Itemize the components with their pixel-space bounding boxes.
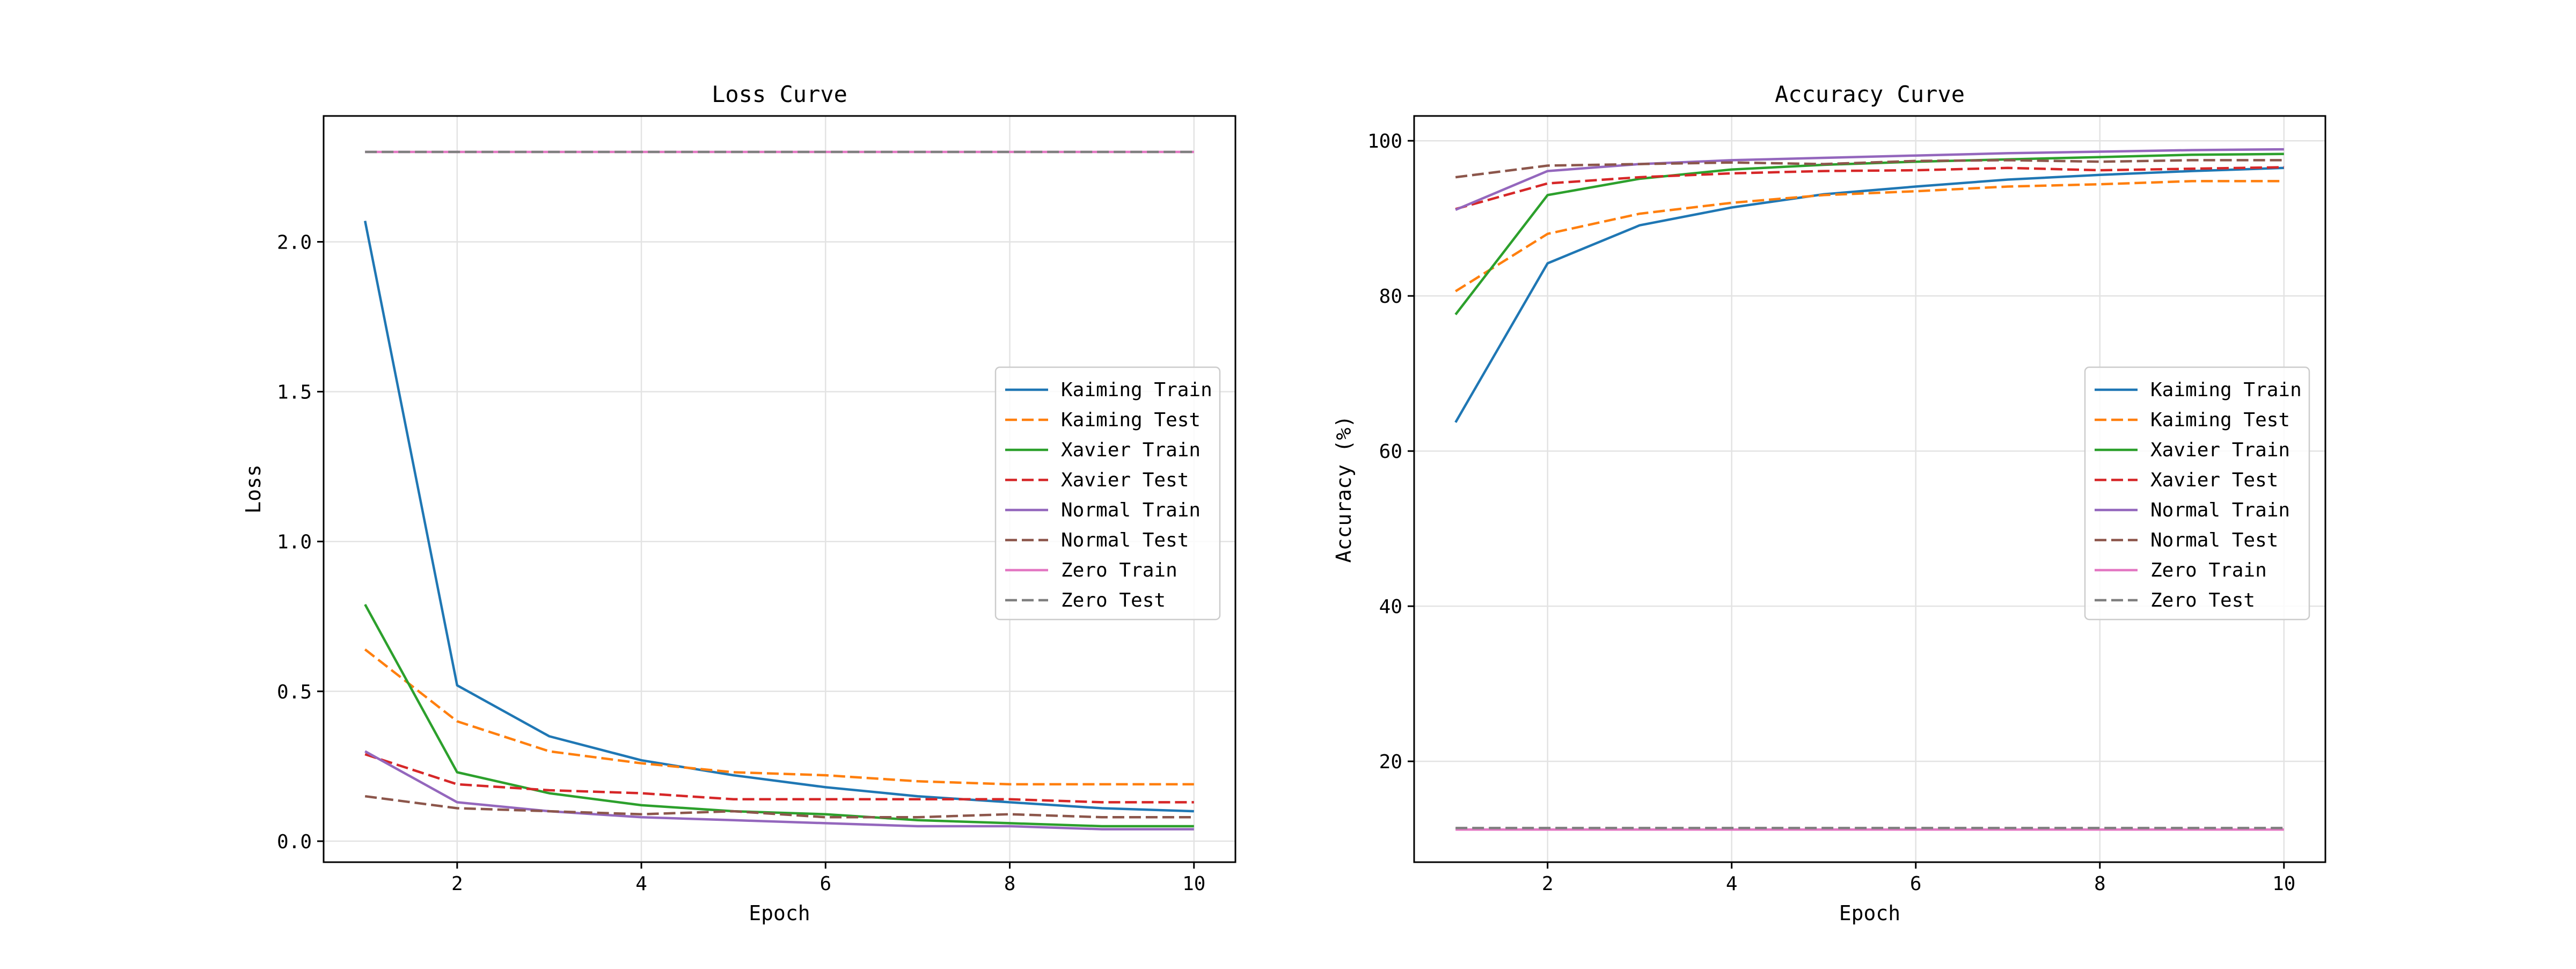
series-line: [364, 753, 1194, 804]
y-tick-label: 1.5: [277, 382, 312, 404]
series-line: [364, 648, 1194, 786]
plot-frame: [323, 115, 1236, 863]
x-tick-label: 2: [1542, 873, 1554, 895]
series-line: [1454, 166, 2284, 423]
legend-label: Kaiming Test: [2150, 409, 2290, 431]
series-line: [1454, 152, 2284, 316]
legend-label: Xavier Test: [1061, 469, 1189, 491]
x-tick-label: 6: [1910, 873, 1922, 895]
x-tick-label: 4: [1726, 873, 1738, 895]
legend-label: Normal Train: [2150, 499, 2290, 521]
x-tick-label: 8: [2094, 873, 2106, 895]
y-axis-label: Loss: [241, 464, 265, 514]
chart-0: 2 4 6 8 10 0.0 0.5 1.0 1.5 2.0 Loss Curve Epoch Loss…: [241, 81, 1236, 925]
y-tick-label: 2.0: [277, 231, 312, 253]
y-tick-label: 20: [1379, 751, 1402, 773]
x-tick-label: 4: [635, 873, 647, 895]
x-tick-label: 10: [1182, 873, 1205, 895]
legend-label: Zero Test: [1061, 589, 1166, 611]
series-line: [1455, 159, 2284, 179]
chart-1: 2 4 6 8 10 20 40 60 80 100 Accuracy Curve Epoch Accu…: [1332, 81, 2326, 925]
y-tick-label: 0.5: [277, 681, 312, 703]
x-axis-label: Epoch: [1839, 901, 1900, 925]
legend-label: Xavier Train: [1061, 439, 1201, 461]
legend-label: Normal Train: [1061, 499, 1201, 521]
legend-label: Zero Train: [2150, 559, 2267, 581]
series-line: [1455, 148, 2284, 211]
y-tick-label: 40: [1379, 596, 1402, 618]
legend-label: Xavier Train: [2150, 439, 2290, 461]
legend-label: Normal Test: [1061, 529, 1189, 551]
x-tick-label: 6: [819, 873, 831, 895]
legend-box: [994, 366, 1221, 621]
y-tick-label: 60: [1379, 441, 1402, 463]
y-tick-label: 80: [1379, 286, 1402, 308]
legend-label: Zero Train: [1061, 559, 1177, 581]
legend-label: Xavier Test: [2150, 469, 2278, 491]
x-tick-label: 10: [2272, 873, 2295, 895]
chart-title: Accuracy Curve: [1775, 81, 1965, 107]
y-tick-label: 1.0: [277, 531, 312, 553]
x-axis-label: Epoch: [749, 901, 810, 925]
series-line: [1455, 180, 2284, 293]
legend: Kaiming Train Kaiming Test Xavier Train Xav…: [994, 366, 1221, 621]
y-axis-label: Accuracy (%): [1332, 416, 1356, 563]
series-line: [1455, 166, 2284, 210]
y-tick-label: 0.0: [277, 831, 312, 853]
x-tick-label: 8: [1004, 873, 1016, 895]
legend: Kaiming Train Kaiming Test Xavier Train Xav…: [2084, 366, 2310, 621]
chart-title: Loss Curve: [712, 81, 847, 107]
series-line: [364, 795, 1194, 819]
x-tick-label: 2: [451, 873, 463, 895]
legend-label: Kaiming Test: [1061, 409, 1201, 431]
legend-label: Kaiming Train: [2150, 379, 2302, 401]
legend-label: Normal Test: [2150, 529, 2278, 551]
series-line: [364, 750, 1194, 830]
legend-label: Kaiming Train: [1061, 379, 1212, 401]
series-line: [364, 603, 1194, 828]
plot-frame: [1413, 115, 2326, 863]
legend-label: Zero Test: [2150, 589, 2255, 611]
series-line: [363, 220, 1194, 813]
y-tick-label: 100: [1367, 130, 1402, 152]
legend-box: [2084, 366, 2310, 621]
